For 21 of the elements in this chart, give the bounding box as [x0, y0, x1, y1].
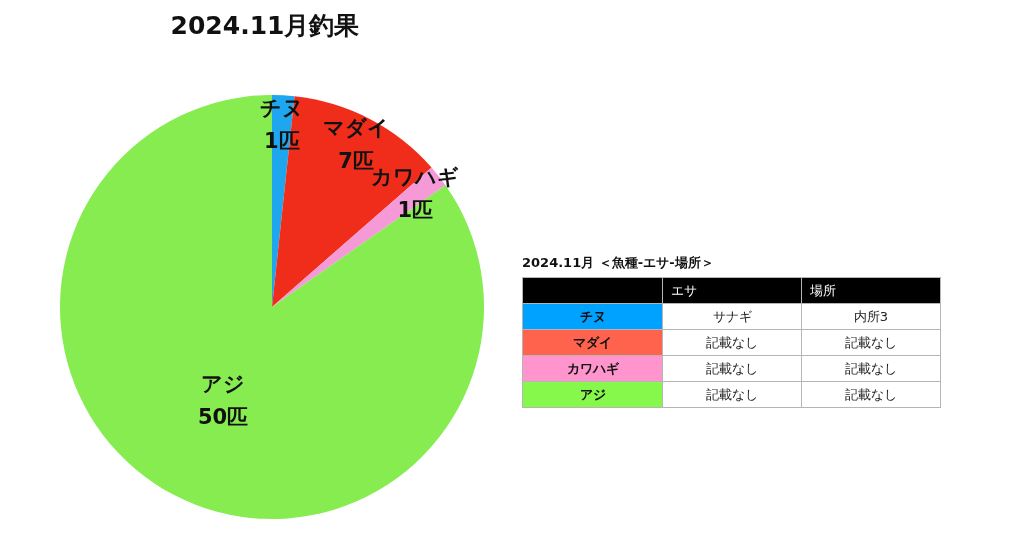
data-label: 7匹 — [338, 149, 374, 174]
slice-label: マダイ — [323, 116, 390, 141]
data-label: 記載なし — [801, 381, 941, 408]
data-label: 記載なし — [662, 329, 802, 356]
data-label: 記載なし — [801, 329, 941, 356]
category-label: カワハギ — [522, 355, 663, 382]
data-label: 記載なし — [801, 355, 941, 382]
data-label: サナギ — [662, 303, 802, 330]
data-label: 50匹 — [198, 405, 249, 430]
category-label: チヌ — [522, 303, 663, 330]
pie-slice — [60, 95, 484, 519]
data-label: 内所3 — [801, 303, 941, 330]
text: 2024.11月 ＜魚種-エサ-場所＞ — [522, 254, 715, 272]
text: エサ — [662, 277, 802, 304]
slice-label: アジ — [201, 372, 246, 397]
category-label: アジ — [522, 381, 663, 408]
text: 場所 — [801, 277, 941, 304]
data-label: 記載なし — [662, 355, 802, 382]
category-label: マダイ — [522, 329, 663, 356]
chart-title: 2024.11月釣果 — [169, 10, 361, 42]
data-label: 記載なし — [662, 381, 802, 408]
